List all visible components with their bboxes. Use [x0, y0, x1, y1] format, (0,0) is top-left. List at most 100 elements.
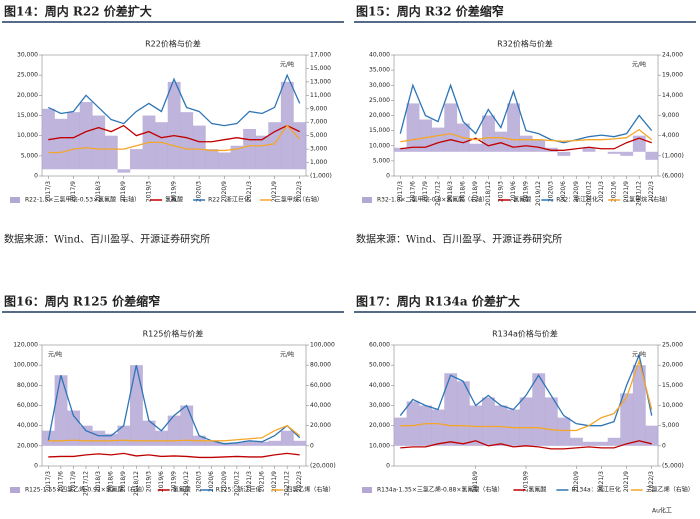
- spread-area: [532, 139, 546, 152]
- y-tick-label: 15,000: [369, 127, 390, 134]
- chart-title: R125价格与价差: [143, 329, 204, 339]
- spread-area: [243, 128, 257, 170]
- y2-tick-label: 14,000: [662, 92, 683, 99]
- x-tick-label: 2017/6: [57, 471, 64, 492]
- y2-tick-label: 0: [662, 442, 666, 449]
- x-tick-label: 2021/9: [623, 471, 630, 492]
- y2-tick-label: 10,000: [662, 402, 683, 409]
- spread-area: [469, 405, 483, 446]
- unit-annotation: 元/吨: [632, 351, 646, 359]
- plot-frame: [393, 54, 659, 177]
- spread-area: [595, 441, 609, 446]
- chart-title: R32价格与价差: [497, 39, 553, 49]
- y-tick-label: 35,000: [369, 67, 390, 74]
- x-tick-label: 2018/6: [108, 471, 115, 492]
- spread-area: [419, 119, 433, 152]
- y2-tick-label: 15,000: [662, 382, 683, 389]
- y2-tick-label: 60,000: [310, 382, 331, 389]
- unit-annotation: 元/吨: [280, 61, 294, 69]
- y2-tick-label: 0: [310, 442, 314, 449]
- x-tick-label: 2019/12: [183, 471, 190, 496]
- spread-area: [218, 152, 231, 170]
- legend-label: R134a：浙江巨化: [571, 486, 620, 494]
- y2-tick-label: 15,000: [310, 65, 331, 72]
- spread-area: [519, 135, 533, 152]
- x-tick-label: 2020/9: [573, 181, 580, 202]
- y2-tick-label: 3,000: [310, 146, 327, 153]
- y-tick-label: 60,000: [17, 402, 38, 409]
- spread-area: [255, 135, 269, 170]
- price-line: [400, 440, 652, 450]
- price-line: [399, 352, 653, 427]
- x-tick-label: 2018/6: [460, 181, 467, 202]
- spread-area: [507, 103, 521, 152]
- x-tick-label: 2021/3: [598, 181, 605, 202]
- x-tick-label: 2021/3: [598, 471, 605, 492]
- legend-label: 氢氟酸: [165, 196, 183, 204]
- x-tick-label: 2021/9: [271, 471, 278, 492]
- y2-tick-label: 24,000: [662, 52, 683, 59]
- legend-label: 二氯甲烷（右轴）: [623, 196, 671, 204]
- spread-area: [607, 437, 621, 446]
- spread-area: [79, 425, 93, 446]
- spread-area: [394, 147, 407, 152]
- spread-area: [431, 127, 445, 152]
- spread-area: [557, 417, 571, 446]
- spread-area: [230, 442, 244, 446]
- x-tick-label: 2022/3: [296, 181, 303, 202]
- y2-tick-label: 17,000: [310, 52, 331, 59]
- y2-tick-label: 20,000: [662, 362, 683, 369]
- spread-area: [130, 149, 143, 170]
- legend-label: R32：浙江巨化: [556, 196, 598, 204]
- spread-area: [557, 151, 571, 156]
- price-line: [47, 365, 301, 445]
- spread-area: [544, 397, 558, 446]
- x-tick-label: 2018/12: [133, 471, 140, 496]
- x-tick-label: 2020/12: [585, 181, 592, 206]
- x-tick-label: 2018/3: [95, 181, 102, 202]
- x-tick-label: 2021/12: [636, 181, 643, 206]
- x-tick-label: 2020/3: [548, 181, 555, 202]
- x-tick-label: 2019/3: [145, 181, 152, 202]
- spread-area: [67, 112, 81, 170]
- x-tick-label: 2017/12: [83, 471, 90, 496]
- spread-area: [79, 102, 93, 170]
- y2-tick-label: 25,000: [662, 342, 683, 349]
- source-note: 数据来源：Wind、百川盈孚、开源证券研究所: [356, 233, 562, 246]
- unit-annotation: 元/吨: [632, 61, 646, 69]
- price-line: [48, 424, 301, 442]
- spread-area: [570, 437, 583, 446]
- legend-label: R32-1.8×二氯甲烷-0.8×氢氟酸（右轴）: [377, 196, 488, 204]
- y2-tick-label: 9,000: [662, 112, 679, 119]
- y2-tick-label: 19,000: [662, 72, 683, 79]
- x-tick-label: 2020/3: [196, 181, 203, 202]
- legend-label: R22：浙江巨化: [208, 196, 250, 204]
- spread-area: [645, 151, 659, 160]
- x-tick-label: 2021/3: [246, 181, 253, 202]
- spread-area: [92, 430, 106, 446]
- spread-area: [255, 441, 269, 446]
- x-tick-label: 2017/12: [435, 181, 442, 206]
- spread-area: [205, 440, 219, 446]
- spread-area: [293, 440, 307, 446]
- y2-tick-label: 9,000: [310, 105, 327, 112]
- y2-tick-label: 11,000: [310, 92, 331, 99]
- figure-header: 图16：周内 R125 价差缩窄: [4, 294, 160, 309]
- unit-annotation: 元/吨: [48, 351, 62, 359]
- x-tick-label: 2017/9: [70, 181, 77, 202]
- price-line: [48, 124, 300, 143]
- y-tick-label: 100,000: [13, 362, 38, 369]
- spread-area: [230, 145, 244, 170]
- figure-header: 图15：周内 R32 价差缩窄: [356, 4, 504, 19]
- spread-area: [444, 373, 458, 446]
- spread-area: [645, 425, 659, 446]
- legend-swatch: [10, 487, 20, 493]
- y-tick-label: 40,000: [369, 52, 390, 59]
- source-note: 数据来源：Wind、百川盈孚、开源证券研究所: [4, 233, 210, 246]
- legend-label: 氢氟酸: [528, 486, 546, 494]
- y-tick-label: 25,000: [17, 72, 38, 79]
- y-tick-label: 30,000: [17, 52, 38, 59]
- x-tick-label: 2019/9: [523, 181, 530, 202]
- watermark: Au化工: [652, 507, 672, 515]
- figure-header: 图14：周内 R22 价差扩大: [4, 4, 152, 19]
